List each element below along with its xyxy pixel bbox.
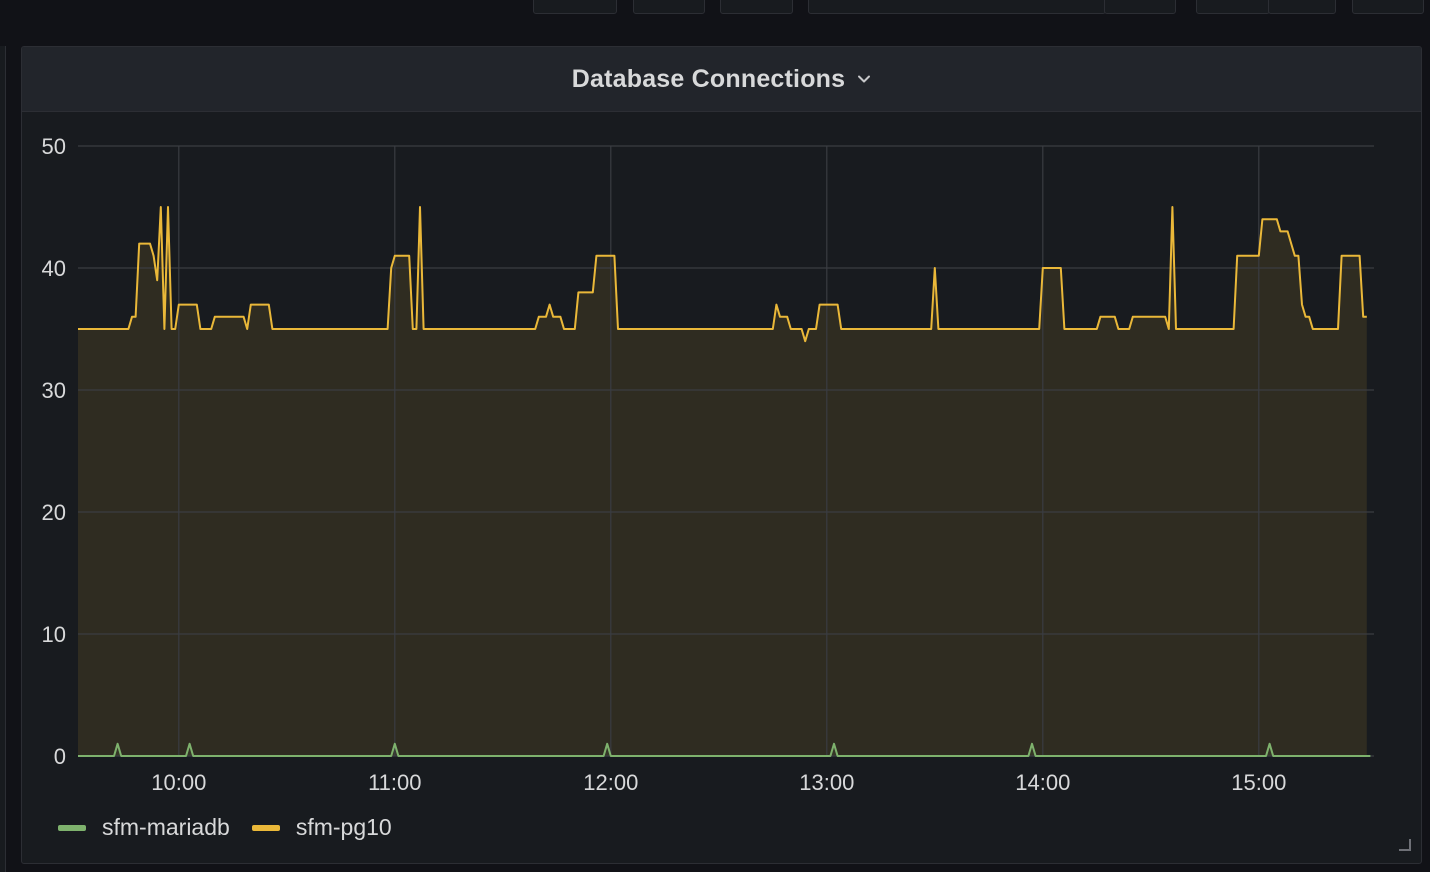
panel-title[interactable]: Database Connections: [571, 64, 846, 93]
y-tick-label: 0: [54, 744, 66, 769]
x-tick-label: 11:00: [368, 770, 421, 795]
refresh-interval-button[interactable]: [1352, 0, 1424, 14]
series-area-sfm-pg10: [78, 207, 1367, 756]
legend-swatch: [251, 824, 280, 831]
legend-label: sfm-pg10: [295, 814, 392, 840]
refresh-button[interactable]: [1268, 0, 1336, 14]
legend-swatch: [58, 824, 86, 831]
legend-item-sfm-pg10[interactable]: sfm-pg10: [251, 814, 392, 841]
toolbar-button[interactable]: [533, 0, 617, 14]
y-tick-label: 10: [42, 622, 66, 647]
y-tick-label: 30: [42, 378, 66, 403]
toolbar-button[interactable]: [633, 0, 705, 14]
x-tick-label: 10:00: [151, 770, 206, 795]
series-line-sfm-pg10: [78, 206, 1367, 343]
legend: sfm-mariadb sfm-pg10: [58, 814, 414, 841]
y-tick-label: 20: [42, 500, 66, 525]
x-tick-label: 13:00: [799, 770, 854, 795]
legend-label: sfm-mariadb: [102, 814, 230, 840]
chevron-down-icon[interactable]: [857, 72, 871, 86]
resize-handle-icon[interactable]: [1399, 839, 1411, 851]
x-tick-label: 15:00: [1231, 770, 1286, 795]
time-range-shift-button[interactable]: [1104, 0, 1176, 14]
series-line-sfm-mariadb: [78, 742, 1371, 757]
y-tick-label: 40: [42, 256, 66, 281]
x-tick-label: 14:00: [1015, 770, 1070, 795]
panel-header[interactable]: Database Connections: [22, 47, 1421, 112]
adjacent-panel-edge: [0, 46, 6, 872]
y-tick-label: 50: [42, 134, 66, 159]
legend-item-sfm-mariadb[interactable]: sfm-mariadb: [58, 814, 230, 841]
x-tick-label: 12:00: [583, 770, 638, 795]
toolbar-button[interactable]: [720, 0, 793, 14]
graph-panel: Database Connections: [21, 46, 1422, 864]
